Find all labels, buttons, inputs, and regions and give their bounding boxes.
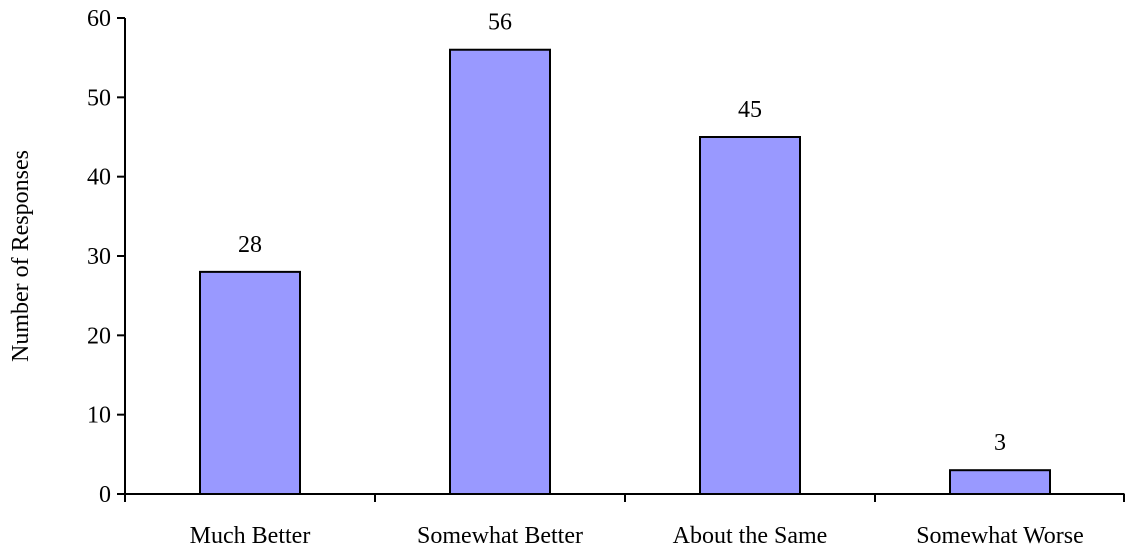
y-axis-title-group: Number of Responses bbox=[8, 150, 34, 362]
data-label: 3 bbox=[994, 430, 1006, 456]
y-tick-label: 60 bbox=[87, 6, 111, 32]
y-ticks: 0 10 20 30 40 50 60 bbox=[87, 6, 125, 508]
bar bbox=[699, 136, 801, 495]
x-category-label: Somewhat Better bbox=[417, 523, 583, 549]
data-label: 45 bbox=[738, 97, 762, 123]
bar bbox=[199, 270, 301, 495]
y-tick-label: 40 bbox=[87, 165, 111, 191]
bar bbox=[449, 48, 551, 495]
data-label: 56 bbox=[488, 10, 512, 36]
bars bbox=[199, 48, 1051, 496]
data-labels: 28 56 45 3 bbox=[238, 10, 1006, 456]
x-category-label: Somewhat Worse bbox=[916, 523, 1084, 549]
y-tick-label: 0 bbox=[99, 482, 111, 508]
data-label: 28 bbox=[238, 232, 262, 258]
bar bbox=[949, 469, 1051, 496]
y-tick-label: 20 bbox=[87, 323, 111, 349]
x-category-label: About the Same bbox=[673, 523, 828, 549]
x-category-label: Much Better bbox=[190, 523, 311, 549]
y-tick-label: 10 bbox=[87, 403, 111, 429]
x-ticks: Much Better Somewhat Better About the Same… bbox=[124, 494, 1125, 549]
y-tick-label: 50 bbox=[87, 85, 111, 111]
y-axis-title: Number of Responses bbox=[8, 150, 34, 362]
y-tick-label: 30 bbox=[87, 244, 111, 270]
